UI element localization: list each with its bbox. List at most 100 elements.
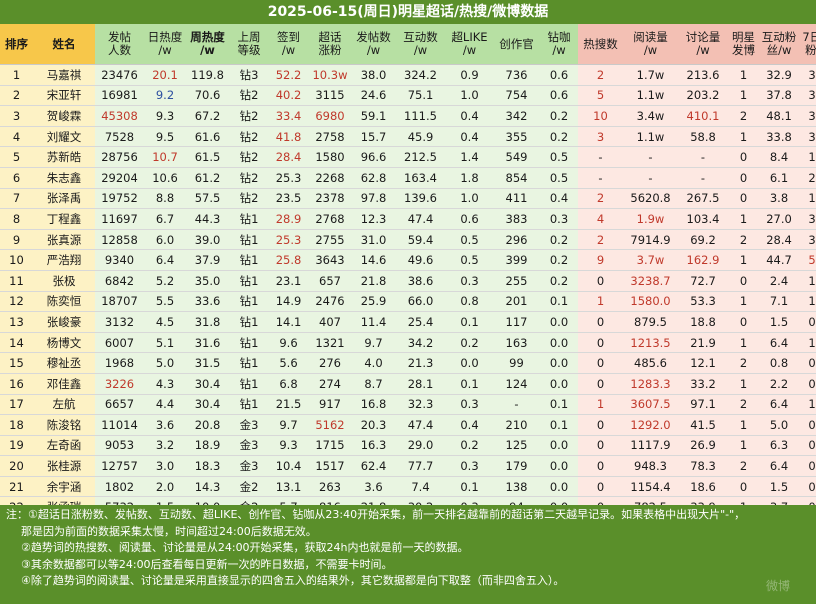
table-cell: 138 — [493, 476, 540, 498]
table-cell: 18.6 — [678, 476, 728, 498]
table-cell: 2268 — [308, 167, 352, 189]
table-cell: 18.8 — [678, 311, 728, 333]
table-cell: 0 — [728, 146, 759, 168]
table-cell: 7 — [0, 188, 33, 210]
table-row: 12 陈奕恒 18707 5.5 33.6 钻1 14.9 2476 25.9 66.0 0.8 20… — [0, 291, 816, 313]
table-cell: 0.8 — [759, 352, 799, 374]
table-cell: 48.1 — [759, 105, 799, 127]
table-cell: 5.1 — [144, 332, 186, 354]
table-cell: 1117.9 — [623, 435, 678, 457]
table-cell: 28.9 — [269, 208, 308, 230]
column-header-label: 超LIKE — [451, 30, 488, 44]
column-header: 发帖 人数 — [95, 24, 144, 65]
table-cell: 125 — [493, 435, 540, 457]
table-cell: 1580.0 — [623, 291, 678, 313]
column-header: 周热度/w — [186, 24, 229, 65]
table-cell: 29.0 — [395, 435, 446, 457]
table-cell: 410.1 — [678, 105, 728, 127]
table-cell: 1.4 — [799, 146, 816, 168]
table-cell: 67.2 — [186, 105, 229, 127]
table-cell: 33.4 — [269, 105, 308, 127]
table-cell: 杨博文 — [33, 332, 95, 354]
table-cell: 0.5 — [446, 229, 493, 251]
column-header-label: 阅读量 — [633, 30, 668, 44]
table-cell: 钻1 — [229, 270, 269, 292]
table-cell: 6 — [0, 167, 33, 189]
table-cell: 13.1 — [269, 476, 308, 498]
table-cell: 5.5 — [144, 291, 186, 313]
table-cell: 32.9 — [759, 64, 799, 86]
column-header-label: /w — [158, 43, 172, 57]
table-cell: - — [678, 146, 728, 168]
table-cell: 11697 — [95, 208, 144, 230]
table-cell: 20.3 — [352, 414, 395, 436]
table-cell: 0.0 — [540, 352, 578, 374]
table-cell: 30.4 — [186, 373, 229, 395]
table-row: 3 贺峻霖 45308 9.3 67.2 钻2 33.4 6980 59.1 111.5 0.4 34… — [0, 105, 816, 127]
column-header-label: 排序 — [5, 36, 28, 51]
table-cell: 31.5 — [186, 352, 229, 374]
table-cell: 11 — [0, 270, 33, 292]
table-cell: 0.0 — [540, 455, 578, 477]
column-header: 姓名 — [33, 24, 95, 65]
table-cell: 0.6 — [540, 85, 578, 107]
table-cell: 0.4 — [540, 188, 578, 210]
table-cell: 钻2 — [229, 146, 269, 168]
table-cell: 0.4 — [799, 373, 816, 395]
column-header: 7日涨粉/w — [799, 24, 816, 65]
table-cell: 10.7 — [144, 146, 186, 168]
table-cell: 刘耀文 — [33, 126, 95, 148]
table-cell: 47.4 — [395, 208, 446, 230]
table-cell: 0.0 — [540, 373, 578, 395]
table-row: 18 陈浚铭 11014 3.6 20.8 金3 9.7 5162 20.3 47.4 0.4 210… — [0, 414, 816, 436]
column-header-label: 上周 — [237, 30, 261, 44]
table-cell: 21.8 — [352, 270, 395, 292]
table-cell: 3.7 — [799, 229, 816, 251]
table-cell: 朱志鑫 — [33, 167, 95, 189]
table-cell: 162.9 — [678, 249, 728, 271]
table-row: 9 张真源 12858 6.0 39.0 钻1 25.3 2755 31.0 59.4 0.5 296… — [0, 229, 816, 251]
table-cell: 1 — [0, 64, 33, 86]
table-cell: 0.1 — [446, 373, 493, 395]
column-header-label: 日热度 — [147, 30, 183, 44]
table-cell: 163 — [493, 332, 540, 354]
table-row: 8 丁程鑫 11697 6.7 44.3 钻1 28.9 2768 12.3 47.4 0.6 383… — [0, 208, 816, 230]
table-cell: 钻1 — [229, 311, 269, 333]
table-cell: 6.4 — [759, 455, 799, 477]
footnote-line: ④除了趋势词的阅读量、讨论量是采用直接显示的四舍五入的结果外，其它数据都是向下取… — [21, 574, 565, 587]
table-cell: 3.6 — [352, 476, 395, 498]
table-cell: 124 — [493, 373, 540, 395]
table-row: 13 张峻豪 3132 4.5 31.8 钻1 14.1 407 11.4 25.4 0.1 117 0… — [0, 311, 816, 333]
table-cell: 马嘉祺 — [33, 64, 95, 86]
table-cell: 28.4 — [759, 229, 799, 251]
table-cell: 1 — [728, 208, 759, 230]
table-cell: 0 — [578, 373, 623, 395]
table-cell: 25.9 — [352, 291, 395, 313]
table-cell: 0 — [578, 352, 623, 374]
table-cell: 钻2 — [229, 188, 269, 210]
table-cell: 1.0 — [446, 188, 493, 210]
table-cell: - — [623, 146, 678, 168]
column-header-label: /w — [643, 43, 658, 57]
column-header: 上周 等级 — [229, 24, 269, 65]
table-cell: 485.6 — [623, 352, 678, 374]
table-cell: 1 — [728, 291, 759, 313]
table-cell: 0.3 — [799, 476, 816, 498]
column-header: 创作官 — [493, 24, 540, 65]
table-cell: 1 — [578, 394, 623, 416]
column-header: 钻咖/w — [540, 24, 578, 65]
table-cell: 12858 — [95, 229, 144, 251]
column-header-label: 等级 — [237, 43, 261, 57]
table-cell: 3.3 — [799, 105, 816, 127]
table-cell: 张泽禹 — [33, 188, 95, 210]
table-cell: 0 — [728, 311, 759, 333]
table-row: 2 宋亚轩 16981 9.2 70.6 钻2 40.2 3115 24.6 75.1 1.0 754… — [0, 85, 816, 107]
table-cell: 钻2 — [229, 105, 269, 127]
table-cell: 0.8 — [799, 311, 816, 333]
table-cell: 1 — [578, 291, 623, 313]
table-row: 10 严浩翔 9340 6.4 37.9 钻1 25.8 3643 14.6 49.6 0.5 399… — [0, 249, 816, 271]
table-cell: 342 — [493, 105, 540, 127]
table-cell: 3.6 — [799, 85, 816, 107]
table-cell: 20 — [0, 455, 33, 477]
table-cell: 张峻豪 — [33, 311, 95, 333]
